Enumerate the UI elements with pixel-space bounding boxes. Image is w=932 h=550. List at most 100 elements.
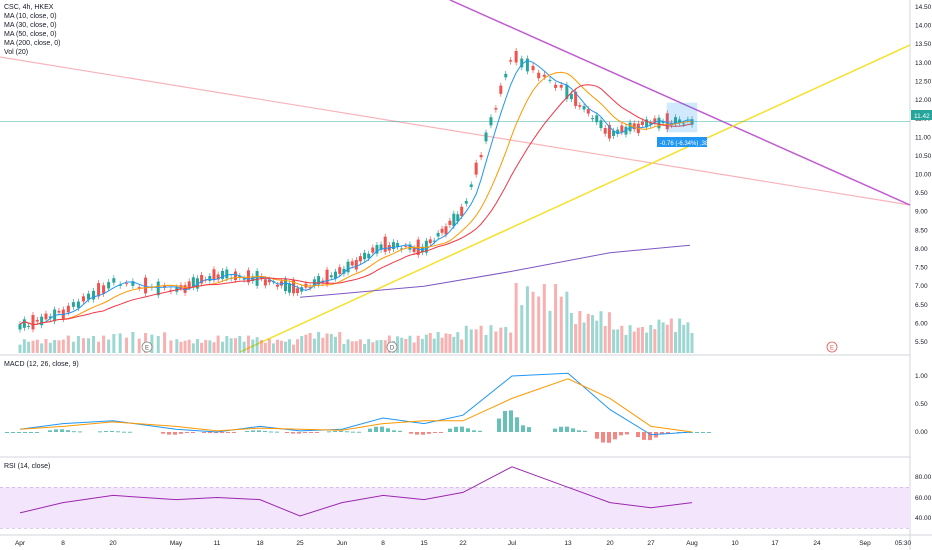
- macd-histogram-bar: [315, 432, 319, 433]
- macd-histogram-bar: [695, 432, 699, 433]
- macd-histogram-bar: [527, 427, 531, 432]
- time-tick: 8: [381, 540, 385, 547]
- indicator-ma30[interactable]: MA (30, close, 0): [4, 22, 57, 29]
- macd-line: [19, 372, 693, 436]
- volume-bar: [220, 341, 224, 353]
- volume-bar: [582, 322, 586, 353]
- volume-bar: [484, 334, 488, 353]
- macd-histogram-bar: [191, 432, 195, 433]
- volume-bar: [296, 339, 300, 353]
- volume-bar: [81, 338, 85, 353]
- candle: [57, 310, 61, 313]
- macd-histogram-bar: [339, 430, 343, 432]
- volume-bar: [586, 313, 590, 353]
- macd-histogram-bar: [232, 432, 236, 433]
- ma30-line: [19, 71, 692, 326]
- candle: [531, 65, 535, 71]
- candle: [195, 278, 199, 289]
- volume-bar: [661, 322, 665, 353]
- macd-histogram-bar: [214, 432, 218, 434]
- volume-bar: [358, 339, 362, 353]
- macd-histogram-bar: [601, 432, 605, 443]
- rsi-tick: 40.00: [915, 515, 932, 522]
- volume-bar: [22, 339, 26, 353]
- candle: [288, 283, 292, 293]
- volume-bar: [428, 332, 432, 353]
- candle: [263, 279, 267, 286]
- macd-histogram-bar: [421, 432, 425, 435]
- last-price-badge: [911, 110, 932, 120]
- macd-histogram-bar: [297, 432, 301, 434]
- volume-bar: [554, 283, 558, 353]
- macd-tick: 1.00: [915, 373, 928, 380]
- candle: [48, 316, 52, 319]
- candle: [371, 247, 375, 253]
- candle: [404, 245, 408, 247]
- time-tick: 20: [606, 540, 614, 547]
- candle: [489, 117, 493, 126]
- volume-bar: [396, 336, 400, 353]
- volume-bar: [61, 339, 65, 353]
- volume-bar: [175, 339, 179, 353]
- macd-histogram-bar: [54, 429, 58, 432]
- volume-bar: [690, 332, 694, 353]
- price-tick: 14.00: [915, 23, 932, 30]
- macd-histogram-bar: [509, 410, 513, 432]
- candle: [238, 275, 242, 278]
- candle: [424, 240, 428, 253]
- candle: [440, 228, 444, 233]
- measure-box[interactable]: [657, 137, 707, 147]
- macd-histogram-bar: [104, 430, 108, 432]
- candle: [346, 261, 350, 273]
- macd-histogram-bar: [503, 411, 507, 432]
- volume-bar: [53, 339, 57, 353]
- candle: [578, 105, 582, 107]
- macd-histogram-bar: [433, 432, 437, 433]
- macd-histogram-bar: [245, 430, 249, 432]
- volume-bar: [208, 340, 212, 353]
- volume-bar: [263, 342, 267, 353]
- macd-histogram-bar: [17, 432, 21, 433]
- indicator-ma50[interactable]: MA (50, close, 0): [4, 31, 57, 38]
- time-tick: 22: [459, 540, 467, 547]
- volume-bar: [179, 341, 183, 353]
- time-tick: Sep: [859, 540, 871, 547]
- indicator-ma10[interactable]: MA (10, close, 0): [4, 13, 57, 20]
- rsi-panel: [0, 466, 910, 529]
- candle: [616, 129, 620, 134]
- candle: [284, 279, 288, 292]
- volume-bar: [678, 318, 682, 353]
- indicator-vol[interactable]: Vol (20): [4, 49, 29, 56]
- volume-bar: [92, 335, 96, 353]
- macd-histogram-bar: [577, 430, 581, 432]
- volume-bar: [574, 324, 578, 353]
- volume-bar: [191, 343, 195, 353]
- macd-histogram-bar: [327, 431, 331, 433]
- volume-bar: [569, 312, 573, 353]
- candle: [191, 277, 195, 288]
- macd-histogram-bar: [583, 430, 587, 432]
- candle: [595, 115, 599, 123]
- price-tick: 7.00: [915, 283, 928, 290]
- trendline-pink: [0, 56, 911, 206]
- volume-bar: [404, 338, 408, 353]
- candle: [44, 313, 48, 320]
- candle: [251, 276, 255, 282]
- volume-bar: [35, 339, 39, 353]
- volume-bar: [18, 344, 22, 353]
- candle: [379, 244, 383, 250]
- earnings-marker-label: E: [145, 346, 149, 352]
- macd-histogram-bar: [666, 432, 670, 434]
- volume-bar: [375, 340, 379, 353]
- volume-bar: [233, 338, 237, 353]
- macd-histogram-bar: [553, 428, 557, 432]
- volume-bar: [97, 341, 101, 353]
- candle: [325, 269, 329, 285]
- macd-histogram-bar: [220, 432, 224, 433]
- trendline-purple: [449, 0, 911, 206]
- volume-bar: [195, 339, 199, 353]
- price-tick: 6.00: [915, 320, 928, 327]
- indicator-ma200[interactable]: MA (200, close, 0): [4, 40, 61, 47]
- volume-bar: [412, 342, 416, 353]
